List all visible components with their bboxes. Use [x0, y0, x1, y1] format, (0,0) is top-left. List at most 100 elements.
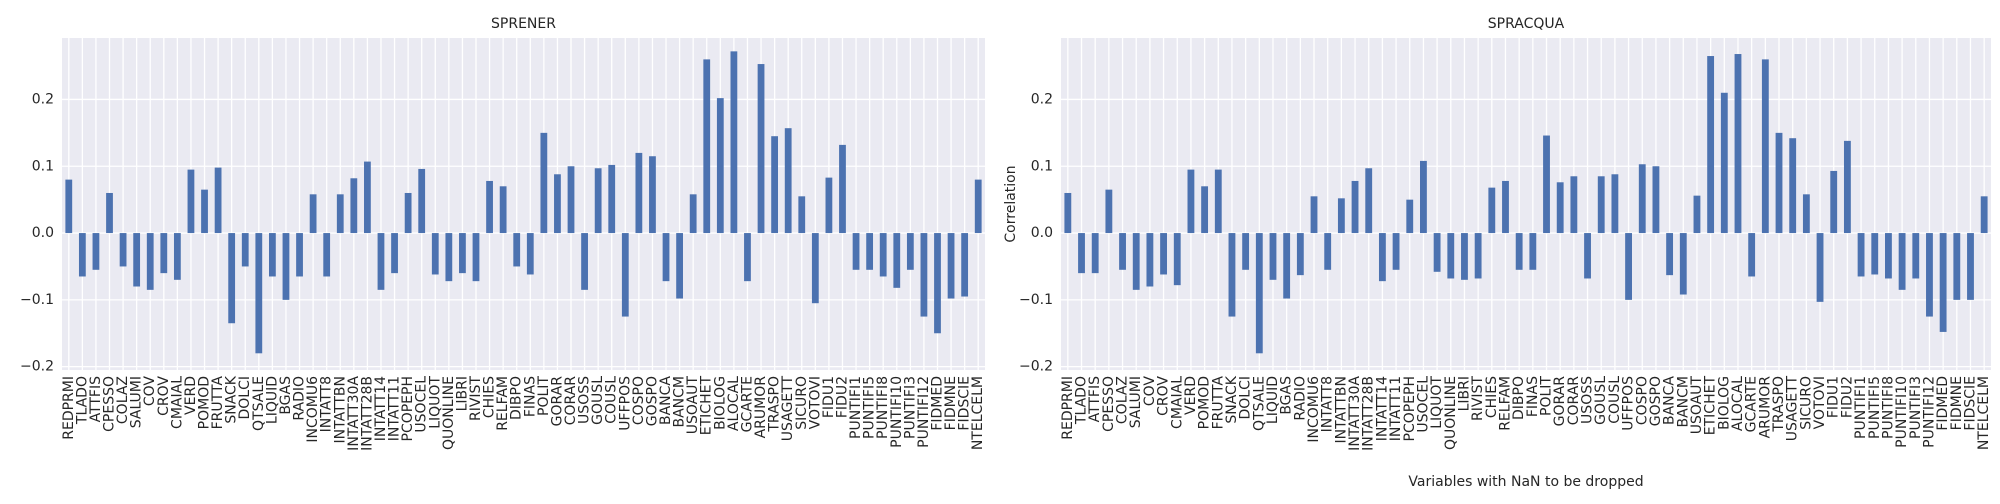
bar — [730, 51, 738, 234]
x-tick-label: LIBRI — [1456, 376, 1472, 411]
bar — [1802, 194, 1810, 234]
x-tick-label: PUNTIFI12 — [1921, 376, 1937, 448]
bar — [1843, 140, 1851, 234]
x-tick-label: USOSS — [1580, 376, 1596, 424]
x-tick-label: SALUMI — [129, 376, 145, 428]
bar — [445, 233, 453, 282]
x-tick-label: INTATT30A — [346, 376, 362, 451]
x-tick-label: PCOPEPH — [1402, 376, 1418, 442]
x-tick-label: DOLCI — [237, 376, 253, 420]
bar — [486, 180, 493, 234]
bar — [906, 233, 914, 270]
x-tick-label: FIDU1 — [821, 376, 837, 418]
x-tick-label: RIVIST — [468, 376, 484, 421]
bar — [1720, 92, 1728, 234]
x-tick-label: SICURO — [794, 376, 810, 430]
x-tick-label: DIBPO — [509, 376, 525, 420]
x-tick-label: CPESSO — [1101, 376, 1117, 432]
bar — [1584, 233, 1591, 279]
x-tick-label: FIDMED — [929, 376, 945, 431]
x-tick-label: PUNTIFI1 — [1853, 376, 1869, 439]
x-tick-label: INTATT14 — [373, 376, 389, 441]
bar — [119, 233, 127, 267]
bar — [893, 233, 901, 288]
x-tick-label: RADIO — [1292, 376, 1308, 421]
x-tick-label: NTELCELM — [970, 376, 986, 450]
bar — [78, 233, 86, 277]
bar — [947, 233, 955, 299]
bar — [173, 233, 181, 280]
bar — [336, 194, 344, 234]
x-tick-label: UFFPOS — [1621, 376, 1637, 431]
bar — [1365, 168, 1373, 234]
x-tick-label: ALOCAL — [1730, 376, 1746, 431]
bar — [1679, 233, 1687, 295]
bar — [1337, 198, 1345, 234]
x-tick-label: POMOD — [197, 376, 213, 429]
x-tick-label: USOAUT — [1689, 376, 1705, 435]
bar — [106, 192, 113, 234]
bar — [187, 169, 195, 234]
x-tick-label: INTATTBN — [332, 376, 348, 444]
x-tick-label: PCOPEPH — [400, 376, 416, 442]
x-tick-label: PUNTIFI3 — [902, 376, 918, 439]
bar — [1255, 233, 1263, 354]
bar — [852, 233, 860, 270]
x-tick-label: DIBPO — [1511, 376, 1527, 420]
bar — [1967, 233, 1974, 300]
bar — [268, 233, 276, 277]
bar — [1939, 233, 1947, 332]
bar — [214, 167, 222, 234]
bar — [676, 233, 683, 299]
x-tick-label: COSPO — [1634, 376, 1650, 425]
bar — [866, 233, 874, 270]
bar — [1474, 233, 1482, 279]
x-tick-label: ATTFIS — [1087, 376, 1103, 423]
bar — [1926, 233, 1933, 317]
chart-title: SPRACQUA — [1488, 16, 1565, 32]
x-tick-label: FIDSCIE — [957, 376, 973, 431]
bar — [1761, 59, 1769, 234]
x-tick-label: INTATT11 — [387, 376, 403, 441]
bar — [540, 132, 548, 234]
x-tick-label: RELFAM — [495, 376, 511, 431]
bar — [459, 233, 466, 274]
x-tick-label: GOSPO — [644, 376, 660, 426]
x-tick-label: GORAR — [1552, 376, 1568, 427]
x-tick-label: INTATT8 — [1320, 376, 1336, 432]
x-tick-label: USOSS — [577, 376, 593, 424]
bar — [621, 233, 629, 317]
x-tick-label: TRASPO — [767, 376, 783, 433]
x-tick-label: COV — [1142, 376, 1158, 407]
x-tick-label: COUSL — [604, 376, 620, 424]
bar — [1433, 233, 1441, 272]
bar — [879, 233, 887, 277]
x-tick-label: FINAS — [1525, 376, 1541, 417]
x-tick-label: POMOD — [1197, 376, 1213, 429]
bar — [296, 233, 303, 277]
bar — [839, 144, 846, 234]
bar — [1406, 199, 1414, 234]
bar — [1351, 180, 1359, 234]
bar — [1543, 135, 1550, 234]
bar — [635, 152, 643, 234]
bar — [716, 98, 724, 234]
bar — [1748, 233, 1756, 277]
bar — [1201, 186, 1209, 234]
bar — [513, 233, 521, 267]
x-tick-label: INTATTBN — [1333, 376, 1349, 444]
x-tick-label: LIBRI — [454, 376, 470, 411]
x-tick-label: LIQUID — [1265, 376, 1281, 424]
x-tick-label: GCARTE — [1744, 376, 1760, 432]
y-tick-label: 0.1 — [1031, 158, 1053, 174]
bar — [255, 233, 263, 354]
bar — [1296, 233, 1304, 276]
x-tick-label: INTATT28B — [359, 376, 375, 451]
x-tick-label: QUONLINE — [1443, 376, 1459, 450]
x-tick-label: INTATT30A — [1347, 376, 1363, 451]
x-tick-label: SNACK — [1224, 375, 1240, 423]
x-tick-label: COLAZ — [1115, 376, 1131, 424]
x-tick-label: FIDSCIE — [1962, 376, 1978, 431]
x-tick-label: CHIES — [482, 376, 498, 418]
x-tick-label: PUNTIFI8 — [1880, 376, 1896, 439]
